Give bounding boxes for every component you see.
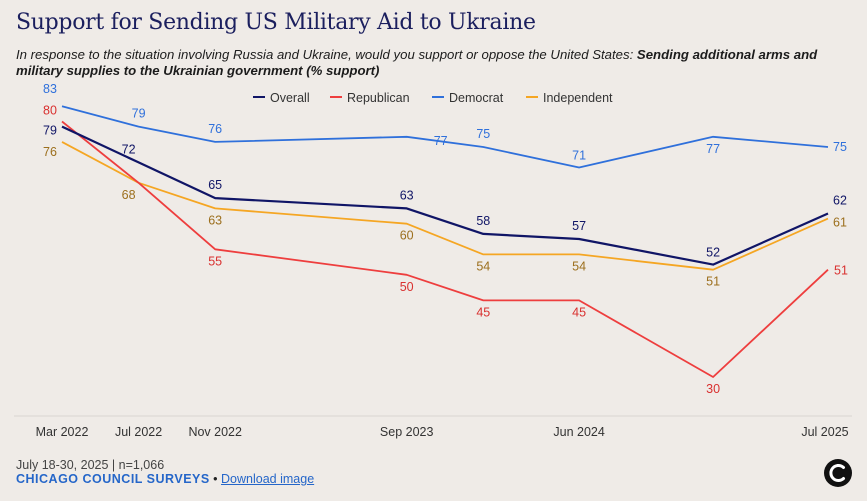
x-axis-ticks: Mar 2022 Jul 2022 Nov 2022 Sep 2023 Jun 2024… [36, 425, 849, 439]
data-labels: 79 72 65 63 58 57 52 62 80 55 50 45 45 30 51 83 79 76 77 75… [43, 82, 848, 396]
series-line-republican [61, 120, 829, 378]
data-label-overall: 62 [833, 194, 847, 208]
data-label-democrat: 83 [43, 82, 57, 96]
data-label-republican: 45 [476, 305, 490, 319]
data-label-democrat: 75 [833, 140, 847, 154]
data-label-democrat: 77 [434, 134, 448, 148]
data-label-independent: 63 [208, 213, 222, 227]
data-label-overall: 79 [43, 124, 57, 138]
series-line-independent [61, 141, 829, 271]
data-label-independent: 68 [122, 188, 136, 202]
data-label-independent: 61 [833, 216, 847, 230]
subtitle-question: In response to the situation involving R… [16, 47, 637, 62]
x-tick-label: Jun 2024 [553, 425, 604, 439]
data-label-independent: 76 [43, 145, 57, 159]
x-tick-label: Nov 2022 [188, 425, 242, 439]
series-line-overall [61, 125, 829, 266]
chart-subtitle: In response to the situation involving R… [16, 47, 851, 79]
data-label-republican: 50 [400, 280, 414, 294]
data-label-republican: 51 [834, 264, 848, 278]
legend-label-overall: Overall [270, 91, 310, 105]
x-tick-label: Sep 2023 [380, 425, 434, 439]
data-label-democrat: 77 [706, 142, 720, 156]
data-label-independent: 60 [400, 229, 414, 243]
data-label-democrat: 76 [208, 122, 222, 136]
data-label-independent: 51 [706, 275, 720, 289]
data-label-republican: 80 [43, 104, 57, 118]
x-tick-label: Mar 2022 [36, 425, 89, 439]
data-label-overall: 65 [208, 178, 222, 192]
data-label-overall: 58 [476, 214, 490, 228]
data-label-republican: 30 [706, 382, 720, 396]
data-label-independent: 54 [476, 259, 490, 273]
legend-label-republican: Republican [347, 91, 410, 105]
data-label-overall: 52 [706, 246, 720, 260]
legend-label-independent: Independent [543, 91, 613, 105]
footer-separator: • [209, 472, 222, 486]
x-tick-label: Jul 2022 [115, 425, 162, 439]
series-layer [61, 105, 829, 378]
data-label-democrat: 71 [572, 149, 586, 163]
footer-links: CHICAGO COUNCIL SURVEYS • Download image [16, 472, 314, 486]
data-label-republican: 55 [208, 254, 222, 268]
data-label-overall: 63 [400, 188, 414, 202]
data-label-democrat: 79 [132, 107, 146, 121]
survey-date-note: July 18-30, 2025 | n=1,066 [16, 458, 165, 472]
legend: Overall Republican Democrat Independent [253, 91, 613, 105]
data-label-democrat: 75 [476, 127, 490, 141]
legend-label-democrat: Democrat [449, 91, 504, 105]
x-tick-label: Jul 2025 [801, 425, 848, 439]
data-label-overall: 72 [122, 142, 136, 156]
subtitle-item: Sending additional arms and military sup… [16, 47, 818, 78]
data-label-republican: 45 [572, 305, 586, 319]
chart-title: Support for Sending US Military Aid to U… [16, 10, 536, 35]
series-line-democrat [61, 105, 829, 169]
chicago-council-logo-icon[interactable] [823, 458, 853, 488]
brand-name[interactable]: CHICAGO COUNCIL SURVEYS [16, 472, 210, 486]
data-label-independent: 54 [572, 259, 586, 273]
download-image-link[interactable]: Download image [221, 472, 315, 486]
data-label-overall: 57 [572, 219, 586, 233]
